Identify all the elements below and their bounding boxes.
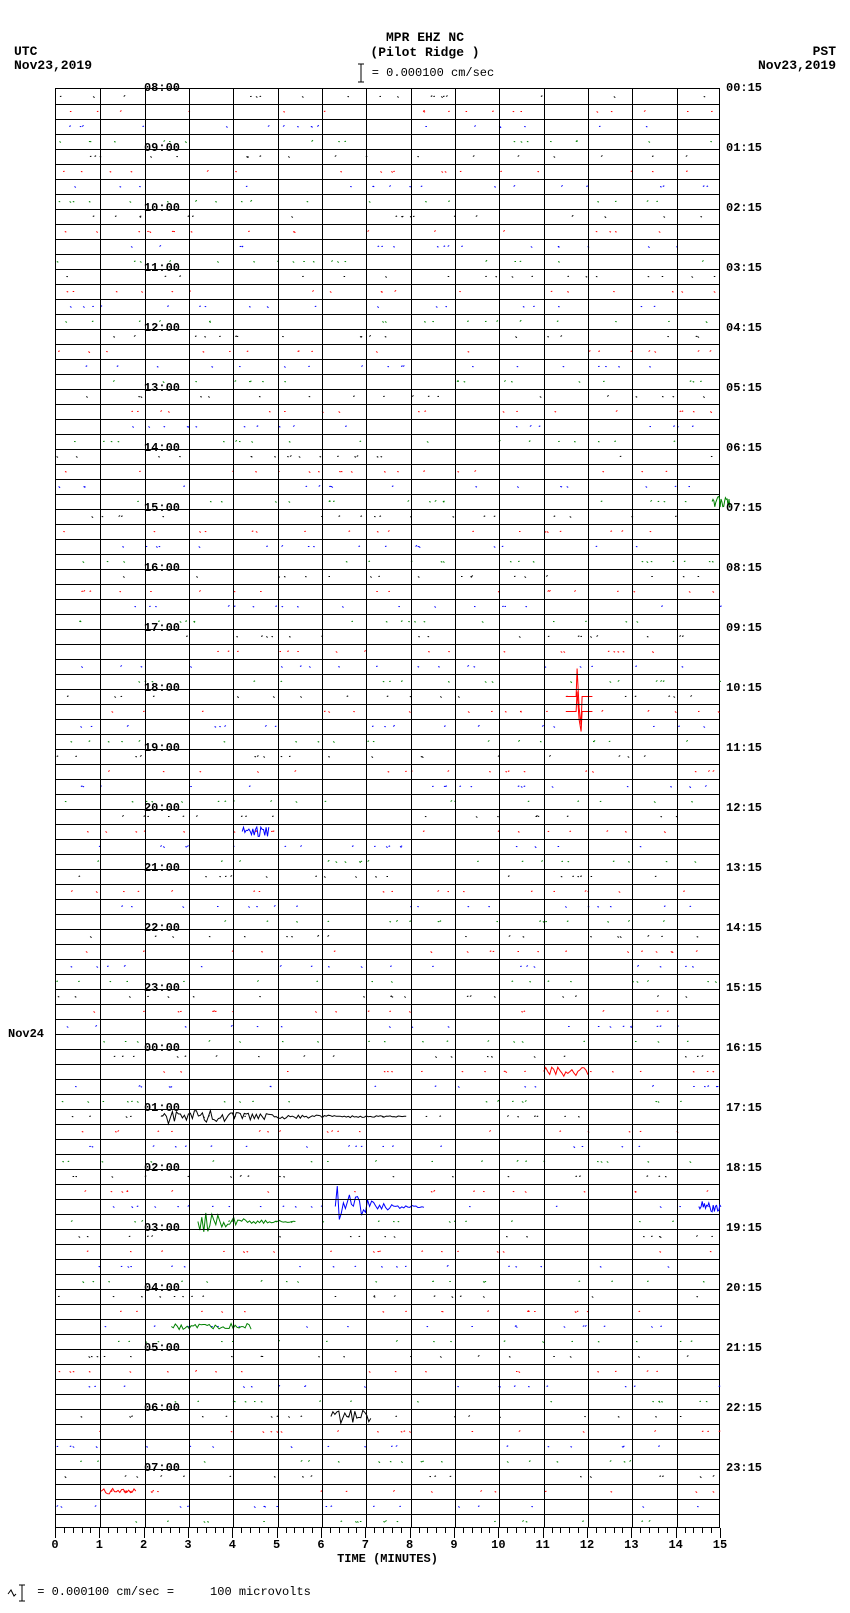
utc-hour-label: 15:00 — [130, 501, 180, 515]
utc-hour-label: 19:00 — [130, 741, 180, 755]
utc-hour-label: 00:00 — [130, 1041, 180, 1055]
utc-hour-label: 06:00 — [130, 1401, 180, 1415]
pst-hour-label: 06:15 — [726, 441, 786, 455]
pst-hour-label: 07:15 — [726, 501, 786, 515]
utc-hour-label: 07:00 — [130, 1461, 180, 1475]
utc-hour-label: 09:00 — [130, 141, 180, 155]
pst-hour-label: 19:15 — [726, 1221, 786, 1235]
utc-hour-label: 04:00 — [130, 1281, 180, 1295]
header: MPR EHZ NC (Pilot Ridge ) — [0, 30, 850, 60]
pst-hour-label: 10:15 — [726, 681, 786, 695]
scale-indicator: = 0.000100 cm/sec — [0, 62, 850, 84]
x-axis: TIME (MINUTES) 0123456789101112131415 — [55, 1528, 720, 1568]
utc-hour-label: 11:00 — [130, 261, 180, 275]
pst-hour-label: 05:15 — [726, 381, 786, 395]
utc-hour-label: 20:00 — [130, 801, 180, 815]
utc-hour-label: 14:00 — [130, 441, 180, 455]
utc-hour-label: 18:00 — [130, 681, 180, 695]
pst-hour-label: 23:15 — [726, 1461, 786, 1475]
pst-hour-label: 14:15 — [726, 921, 786, 935]
utc-hour-label: 03:00 — [130, 1221, 180, 1235]
date-right-label: Nov23,2019 — [758, 58, 836, 73]
utc-hour-label: 23:00 — [130, 981, 180, 995]
pst-hour-label: 04:15 — [726, 321, 786, 335]
date-rollover-label: Nov24 — [8, 1027, 180, 1041]
pst-hour-label: 11:15 — [726, 741, 786, 755]
pst-hour-label: 01:15 — [726, 141, 786, 155]
utc-hour-label: 16:00 — [130, 561, 180, 575]
utc-hour-label: 10:00 — [130, 201, 180, 215]
footer-scale-icon — [6, 1582, 30, 1602]
location-line: (Pilot Ridge ) — [0, 45, 850, 60]
pst-hour-label: 12:15 — [726, 801, 786, 815]
scale-bar-icon — [356, 62, 366, 84]
utc-hour-label: 08:00 — [130, 81, 180, 95]
pst-hour-label: 20:15 — [726, 1281, 786, 1295]
utc-hour-label: 17:00 — [130, 621, 180, 635]
pst-hour-label: 13:15 — [726, 861, 786, 875]
footer-text-a: = 0.000100 cm/sec = — [37, 1585, 174, 1599]
footer-scale: = 0.000100 cm/sec = 100 microvolts — [6, 1582, 311, 1602]
pst-hour-label: 17:15 — [726, 1101, 786, 1115]
scale-text: = 0.000100 cm/sec — [372, 66, 494, 80]
pst-hour-label: 09:15 — [726, 621, 786, 635]
seismogram-page: MPR EHZ NC (Pilot Ridge ) = 0.000100 cm/… — [0, 0, 850, 1613]
date-left-label: Nov23,2019 — [14, 58, 92, 73]
footer-text-b: 100 microvolts — [210, 1585, 311, 1599]
utc-hour-label: 13:00 — [130, 381, 180, 395]
pst-hour-label: 15:15 — [726, 981, 786, 995]
pst-hour-label: 02:15 — [726, 201, 786, 215]
utc-hour-label: 05:00 — [130, 1341, 180, 1355]
tz-left-label: UTC — [14, 44, 37, 59]
pst-hour-label: 00:15 — [726, 81, 786, 95]
station-line: MPR EHZ NC — [0, 30, 850, 45]
pst-hour-label: 22:15 — [726, 1401, 786, 1415]
utc-hour-label: 21:00 — [130, 861, 180, 875]
pst-hour-label: 18:15 — [726, 1161, 786, 1175]
utc-hour-label: 01:00 — [130, 1101, 180, 1115]
tz-right-label: PST — [813, 44, 836, 59]
pst-hour-label: 08:15 — [726, 561, 786, 575]
utc-hour-label: 22:00 — [130, 921, 180, 935]
x-axis-label: TIME (MINUTES) — [55, 1552, 720, 1566]
utc-hour-label: 12:00 — [130, 321, 180, 335]
pst-hour-label: 03:15 — [726, 261, 786, 275]
pst-hour-label: 21:15 — [726, 1341, 786, 1355]
pst-hour-label: 16:15 — [726, 1041, 786, 1055]
utc-hour-label: 02:00 — [130, 1161, 180, 1175]
